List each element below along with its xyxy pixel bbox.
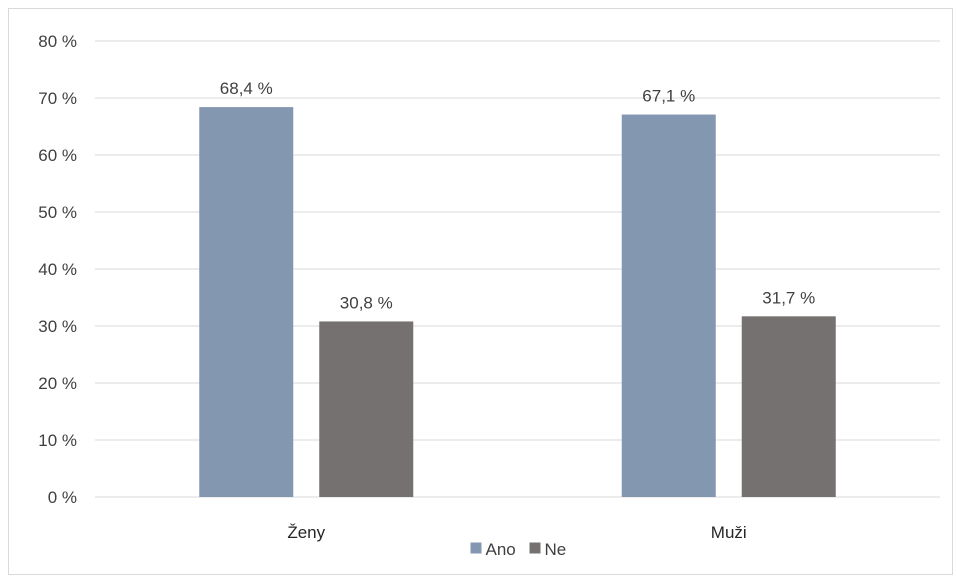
y-tick-label: 0 %	[48, 488, 77, 507]
y-tick-label: 30 %	[38, 317, 77, 336]
legend-swatch	[529, 542, 541, 554]
y-tick-label: 50 %	[38, 203, 77, 222]
y-tick-label: 80 %	[38, 32, 77, 51]
y-tick-label: 20 %	[38, 374, 77, 393]
data-label: 67,1 %	[642, 87, 695, 106]
bar	[199, 107, 294, 498]
bar	[319, 321, 414, 497]
y-tick-label: 70 %	[38, 89, 77, 108]
data-label: 30,8 %	[340, 293, 393, 312]
data-label: 31,7 %	[762, 288, 815, 307]
legend-label: Ano	[486, 540, 516, 559]
legend-swatch	[470, 542, 482, 554]
y-tick-label: 40 %	[38, 260, 77, 279]
bar	[621, 114, 716, 497]
legend-label: Ne	[545, 540, 567, 559]
y-tick-label: 60 %	[38, 146, 77, 165]
data-label: 68,4 %	[220, 79, 273, 98]
category-label: Muži	[711, 523, 747, 542]
category-label: Ženy	[287, 523, 325, 542]
y-tick-label: 10 %	[38, 431, 77, 450]
bar	[741, 316, 836, 497]
